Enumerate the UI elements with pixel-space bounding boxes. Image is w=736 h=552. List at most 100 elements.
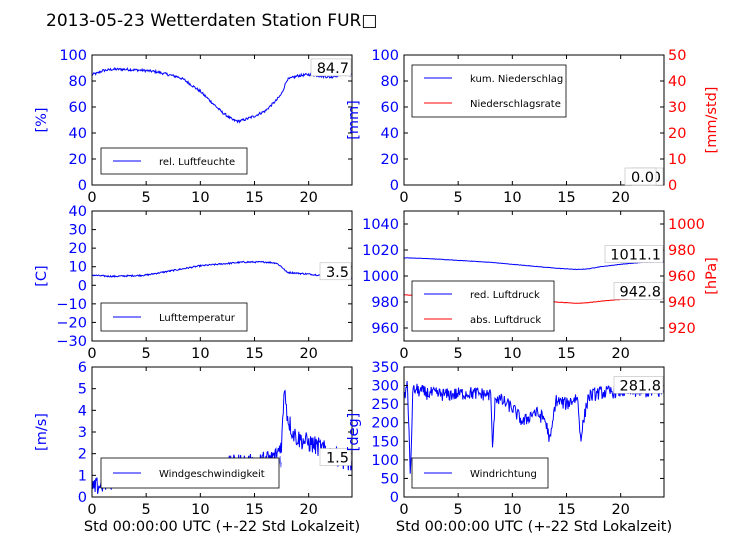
legend-entry: kum. Niederschlag — [470, 74, 563, 85]
y2-tick-label: 960 — [668, 269, 696, 285]
series-line-lufttemperatur — [92, 260, 352, 280]
x-tick-label: 20 — [611, 502, 629, 518]
x-tick-label: 10 — [191, 346, 209, 362]
y2-tick-label: 30 — [668, 100, 686, 116]
y-tick-label: 1040 — [362, 217, 399, 233]
x-tick-label: 10 — [191, 502, 209, 518]
legend-entry: Windrichtung — [470, 469, 537, 480]
x-tick-label: 20 — [299, 502, 317, 518]
chart-panel-3: 0 5 10 15 20 −30 −20 −10 0 10 20 30 40 [C] Lufttempera… — [34, 204, 353, 362]
legend-entry: red. Luftdruck — [470, 290, 540, 301]
y-tick-label: 150 — [371, 434, 399, 450]
x-tick-label: 20 — [299, 346, 317, 362]
legend-entry: Niederschlagsrate — [470, 99, 561, 110]
y-tick-label: 20 — [69, 241, 87, 257]
annotation-box-2 — [613, 282, 664, 300]
x-tick-label: 0 — [87, 190, 96, 206]
annotation-box — [604, 245, 664, 263]
y2-tick-label: 50 — [668, 48, 686, 64]
y-tick-label: 200 — [371, 416, 399, 432]
y-tick-label: 80 — [381, 74, 399, 90]
series-line-rel-luftfeuchte — [92, 66, 352, 124]
y-tick-label: 10 — [69, 260, 87, 276]
axes-frame — [403, 54, 665, 186]
legend: red. Luftdruck abs. Luftdruck — [411, 280, 555, 332]
y-tick-label: 350 — [371, 360, 399, 376]
x-tick-label: 10 — [503, 502, 521, 518]
x-axis-label: Std 00:00:00 UTC (+-22 Std Lokalzeit) — [396, 519, 672, 535]
annotation-box-2 — [624, 167, 657, 186]
y-tick-label: −10 — [56, 297, 87, 313]
y-tick-label: 30 — [69, 223, 87, 239]
y-tick-label: 250 — [371, 397, 399, 413]
y2-tick-label: 20 — [668, 126, 686, 142]
y-tick-label: 0 — [390, 490, 399, 506]
legend: kum. Niederschlag Niederschlagsrate — [411, 64, 567, 118]
legend-entry: Windgeschwindigkeit — [159, 469, 265, 480]
x-tick-label: 15 — [245, 502, 263, 518]
y-axis-label: [%] — [34, 107, 50, 132]
annotation-box — [319, 262, 352, 281]
x-tick-label: 10 — [191, 190, 209, 206]
y-tick-label: 980 — [371, 295, 399, 311]
y-tick-label: 6 — [78, 360, 87, 376]
x-tick-label: 20 — [611, 190, 629, 206]
y-tick-label: 100 — [371, 48, 399, 64]
y2-tick-label: 40 — [668, 74, 686, 90]
x-tick-label: 15 — [557, 502, 575, 518]
y-axis-label: [C] — [34, 265, 50, 286]
x-tick-label: 5 — [454, 502, 463, 518]
axes-frame — [403, 366, 665, 498]
legend-entry: Lufttemperatur — [159, 313, 236, 324]
y2-axis-label: [hPa] — [704, 257, 720, 294]
y-tick-label: 0 — [78, 278, 87, 294]
y-tick-label: 80 — [69, 74, 87, 90]
axes-frame — [91, 210, 353, 342]
y2-tick-label: 1000 — [668, 217, 705, 233]
x-tick-label: 5 — [454, 190, 463, 206]
y-axis-label: [m/s] — [34, 413, 50, 451]
annotation-box — [310, 58, 352, 77]
y-tick-label: 40 — [69, 204, 87, 220]
annotation-value: 281.8 — [619, 378, 661, 394]
y-tick-label: 1020 — [362, 243, 399, 259]
y-tick-label: 5 — [78, 382, 87, 398]
axes-frame — [91, 54, 353, 186]
y-tick-label: −20 — [56, 315, 87, 331]
x-tick-label: 0 — [399, 190, 408, 206]
y-tick-label: 1000 — [362, 269, 399, 285]
x-axis-label: Std 00:00:00 UTC (+-22 Std Lokalzeit) — [84, 519, 360, 535]
y-tick-label: 40 — [69, 126, 87, 142]
annotation-value-2: 0.0 — [631, 170, 654, 186]
x-tick-label: 5 — [454, 346, 463, 362]
annotation-value: 84.7 — [317, 61, 349, 77]
series-line-red-luftdruck — [404, 257, 664, 271]
chart-panel-1: 0 5 10 15 20 0 20 40 60 80 100 [%] rel. Luftfeuchte 8… — [34, 48, 353, 206]
legend-box — [411, 280, 555, 332]
y-tick-label: 100 — [59, 48, 87, 64]
y-tick-label: 3 — [78, 425, 87, 441]
annotation-box — [613, 376, 664, 394]
y2-tick-label: 0 — [668, 178, 677, 194]
legend: Lufttemperatur — [100, 302, 248, 332]
x-tick-label: 15 — [245, 346, 263, 362]
x-tick-label: 5 — [142, 346, 151, 362]
y-tick-label: 20 — [381, 152, 399, 168]
x-tick-label: 15 — [557, 346, 575, 362]
y-tick-label: 0 — [78, 178, 87, 194]
y2-tick-label: 980 — [668, 243, 696, 259]
chart-panel-4: 0 5 10 15 20 960 980 1000 1020 1040 920 940 960 980 10… — [362, 210, 720, 362]
legend-entry: abs. Luftdruck — [470, 315, 541, 326]
y-tick-label: 1 — [78, 468, 87, 484]
x-tick-label: 10 — [503, 190, 521, 206]
x-tick-label: 15 — [245, 190, 263, 206]
y2-tick-label: 940 — [668, 295, 696, 311]
x-tick-label: 15 — [557, 190, 575, 206]
legend: Windrichtung — [411, 457, 549, 489]
legend: rel. Luftfeuchte — [100, 147, 248, 175]
x-tick-label: 5 — [142, 502, 151, 518]
annotation-value: 1.5 — [326, 451, 349, 467]
x-tick-label: 0 — [87, 346, 96, 362]
